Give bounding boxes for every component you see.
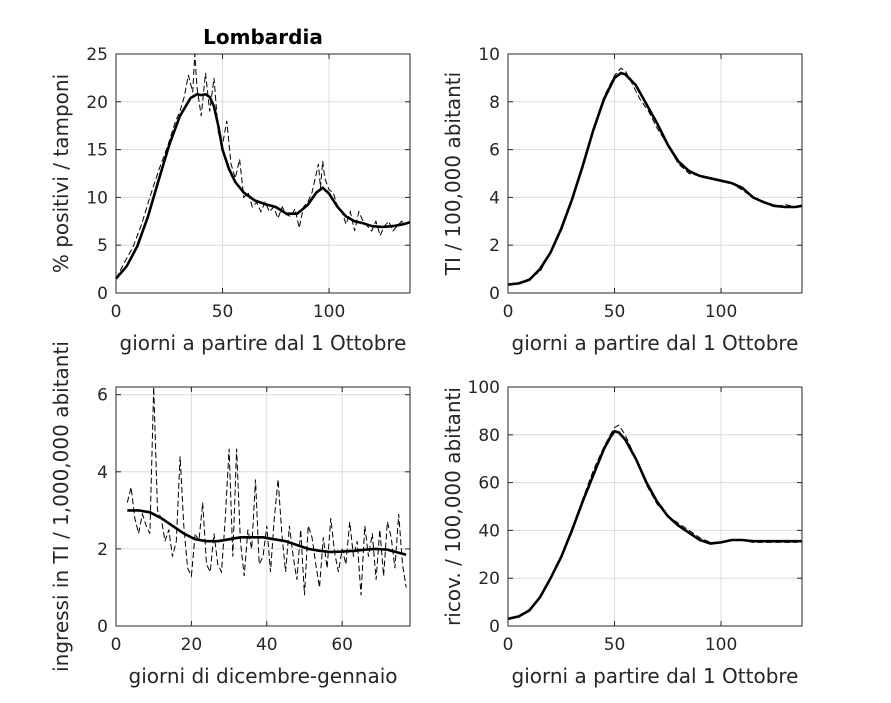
axes-frame <box>507 386 803 627</box>
x-tick-label: 60 <box>331 635 353 655</box>
axes-frame <box>115 53 411 294</box>
series-smoothed-line <box>115 92 411 280</box>
x-tick-label: 20 <box>181 635 203 655</box>
x-tick-label: 0 <box>503 635 514 655</box>
y-tick-label: 4 <box>97 463 108 483</box>
series-raw-line <box>126 386 407 596</box>
y-tick-label: 2 <box>97 540 108 560</box>
y-tick-label: 100 <box>468 378 500 398</box>
y-tick-label: 60 <box>478 474 500 494</box>
x-tick-label: 0 <box>503 302 514 322</box>
panel-4: 0 50 100 0 20 40 60 80 100 giorni a partire dal 1… <box>441 378 803 688</box>
x-tick-label: 50 <box>604 635 626 655</box>
y-tick-label: 0 <box>489 284 500 304</box>
x-tick-label: 100 <box>705 635 737 655</box>
y-tick-label: 8 <box>489 93 500 113</box>
x-tick-label: 50 <box>212 302 234 322</box>
x-axis-label: giorni a partire dal 1 Ottobre <box>512 331 799 355</box>
series-raw-line <box>115 53 411 279</box>
x-tick-label: 100 <box>313 302 345 322</box>
x-tick-label: 100 <box>705 302 737 322</box>
panel-2: 0 50 100 0 2 4 6 8 10 giorni a partire dal 1 Otto… <box>441 45 803 355</box>
x-axis-label: giorni a partire dal 1 Ottobre <box>120 331 407 355</box>
axes-frame <box>507 53 803 294</box>
y-tick-label: 20 <box>86 93 108 113</box>
x-tick-label: 50 <box>604 302 626 322</box>
x-axis-label: giorni a partire dal 1 Ottobre <box>512 664 799 688</box>
x-tick-label: 0 <box>111 635 122 655</box>
plot-area <box>508 387 802 626</box>
x-tick-label: 40 <box>256 635 278 655</box>
chart-title: Lombardia <box>203 25 323 49</box>
plot-area <box>116 54 410 293</box>
x-axis-label: giorni di dicembre-gennaio <box>129 664 398 688</box>
y-axis-label: % positivi / tamponi <box>49 74 73 273</box>
series-smoothed-line <box>507 429 802 621</box>
panel-3: 0 20 40 60 0 2 4 6 giorni di dicembre-gennaio ing… <box>49 341 411 688</box>
y-tick-label: 25 <box>86 45 108 65</box>
y-axis-label: TI / 100,000 abitanti <box>441 72 465 276</box>
y-tick-label: 0 <box>489 617 500 637</box>
y-tick-label: 2 <box>489 236 500 256</box>
series-smoothed-line <box>127 509 407 556</box>
y-tick-label: 5 <box>97 236 108 256</box>
y-tick-label: 0 <box>97 617 108 637</box>
y-tick-label: 80 <box>478 426 500 446</box>
plot-area <box>116 387 410 626</box>
y-tick-label: 6 <box>97 386 108 406</box>
y-tick-label: 10 <box>86 188 108 208</box>
y-tick-label: 20 <box>478 569 500 589</box>
y-tick-label: 6 <box>489 141 500 161</box>
y-tick-label: 0 <box>97 284 108 304</box>
y-tick-label: 15 <box>86 141 108 161</box>
y-tick-label: 4 <box>489 188 500 208</box>
panel-1: 0 50 100 0 5 10 15 20 25 giorni a partire dal 1 O… <box>49 25 411 355</box>
y-axis-label: ingressi in TI / 1,000,000 abitanti <box>49 341 73 672</box>
x-tick-label: 0 <box>111 302 122 322</box>
y-axis-label: ricov. / 100,000 abitanti <box>441 387 465 626</box>
y-tick-label: 10 <box>478 45 500 65</box>
y-tick-label: 40 <box>478 521 500 541</box>
axes-frame <box>115 386 411 627</box>
series-smoothed-line <box>507 71 803 286</box>
plot-area <box>508 54 802 293</box>
